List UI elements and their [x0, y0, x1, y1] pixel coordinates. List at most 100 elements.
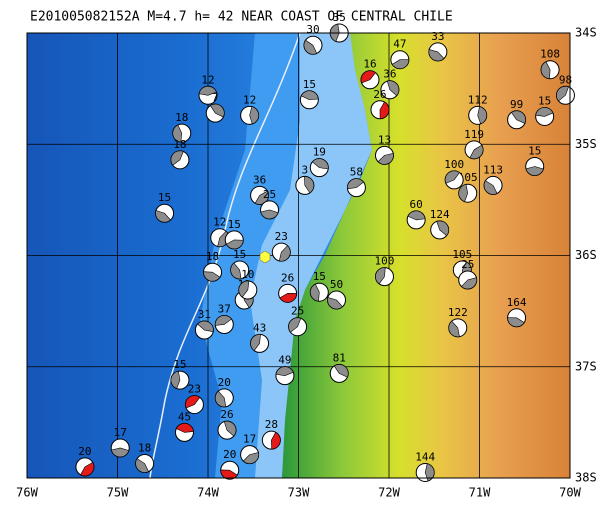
beachball [303, 35, 323, 55]
compression-quadrant [304, 176, 315, 194]
beachball [275, 366, 295, 386]
beachball [155, 203, 175, 223]
depth-label: 26 [220, 408, 233, 421]
compression-quadrant [360, 70, 376, 84]
depth-label: 43 [253, 321, 266, 334]
beachball [278, 283, 298, 303]
depth-label: 18 [206, 250, 219, 263]
depth-label: 164 [507, 296, 527, 309]
depth-label: 16 [363, 58, 376, 71]
depth-label: 17 [243, 433, 256, 446]
beachball [238, 280, 258, 300]
beachball [250, 333, 270, 353]
depth-label: 18 [175, 111, 188, 124]
depth-label: 23 [275, 230, 288, 243]
beachball [174, 422, 194, 442]
depth-label: 37 [218, 302, 231, 315]
beachball [170, 370, 190, 390]
depth-label: 12 [243, 93, 256, 106]
compression-quadrant [436, 220, 449, 237]
beachball [224, 230, 244, 250]
beachball [295, 175, 315, 195]
beachball [250, 185, 270, 205]
compression-quadrant [175, 423, 194, 433]
depth-label: 98 [559, 73, 572, 86]
compression-quadrant [215, 315, 232, 326]
compression-quadrant [223, 420, 237, 437]
events: 4733108981599112119151131051006012410525… [75, 11, 575, 482]
y-tick-label: 34S [575, 26, 597, 40]
compression-quadrant [333, 364, 349, 378]
beachball [360, 70, 380, 90]
depth-label: 15 [528, 145, 541, 158]
depth-label: 19 [313, 146, 326, 159]
depth-label: 15 [538, 94, 551, 107]
beachball [346, 178, 366, 198]
compression-quadrant [135, 458, 149, 473]
depth-label: 45 [178, 410, 191, 423]
depth-label: 100 [375, 255, 395, 268]
beachball [458, 270, 478, 290]
compression-quadrant [444, 170, 460, 184]
beachball [271, 242, 291, 262]
beachball [184, 395, 204, 415]
compression-quadrant [448, 320, 460, 338]
depth-label: 17 [114, 426, 127, 439]
beachball [535, 106, 555, 126]
x-tick-label: 71W [469, 486, 491, 500]
compression-quadrant [407, 210, 426, 221]
compression-quadrant [220, 469, 238, 480]
compression-quadrant [377, 152, 394, 165]
compression-quadrant [242, 452, 259, 464]
x-tick-label: 76W [16, 486, 38, 500]
depth-label: 122 [448, 306, 468, 319]
depth-label: 20 [78, 445, 91, 458]
compression-quadrant [230, 262, 242, 280]
depth-label: 30 [306, 23, 319, 36]
compression-quadrant [170, 150, 184, 166]
compression-quadrant [155, 210, 171, 223]
depth-label: 15 [303, 78, 316, 91]
compression-quadrant [203, 271, 221, 282]
beachball [172, 123, 192, 143]
x-tick-label: 72W [378, 486, 400, 500]
depth-label: 26 [281, 271, 294, 284]
compression-quadrant [458, 184, 469, 203]
frame [26, 32, 571, 479]
compression-quadrant [170, 370, 181, 389]
trench [149, 32, 301, 479]
compression-quadrant [225, 239, 244, 250]
depth-label: 12 [213, 216, 226, 229]
beachball [309, 158, 329, 178]
x-tick-label: 73W [288, 486, 310, 500]
compression-quadrant [507, 317, 525, 328]
compression-quadrant [209, 103, 225, 118]
beachball [261, 430, 281, 450]
beachball [203, 262, 223, 282]
compression-quadrant [511, 110, 526, 124]
compression-quadrant [185, 395, 201, 409]
beachball [214, 388, 234, 408]
compression-quadrant [556, 86, 569, 102]
compression-quadrant [391, 59, 410, 69]
depth-label: 15 [313, 270, 326, 283]
depth-label: 18 [173, 138, 186, 151]
compression-quadrant [198, 86, 217, 96]
compression-quadrant [260, 209, 279, 220]
map-title: E201005082152A M=4.7 h= 42 NEAR COAST OF… [30, 10, 453, 25]
compression-quadrant [424, 463, 435, 482]
compression-quadrant [279, 293, 297, 303]
depth-label: 15 [173, 358, 186, 371]
beachball [540, 60, 560, 80]
beachball [214, 314, 234, 334]
depth-label: 119 [464, 128, 484, 141]
compression-quadrant [535, 107, 554, 117]
beachball [240, 105, 260, 125]
beachball [230, 260, 250, 280]
compression-quadrant [271, 431, 281, 450]
y-tick-label: 35S [575, 137, 597, 151]
compression-quadrant [375, 267, 386, 285]
compression-quadrant [250, 334, 261, 351]
beachball [507, 308, 527, 328]
